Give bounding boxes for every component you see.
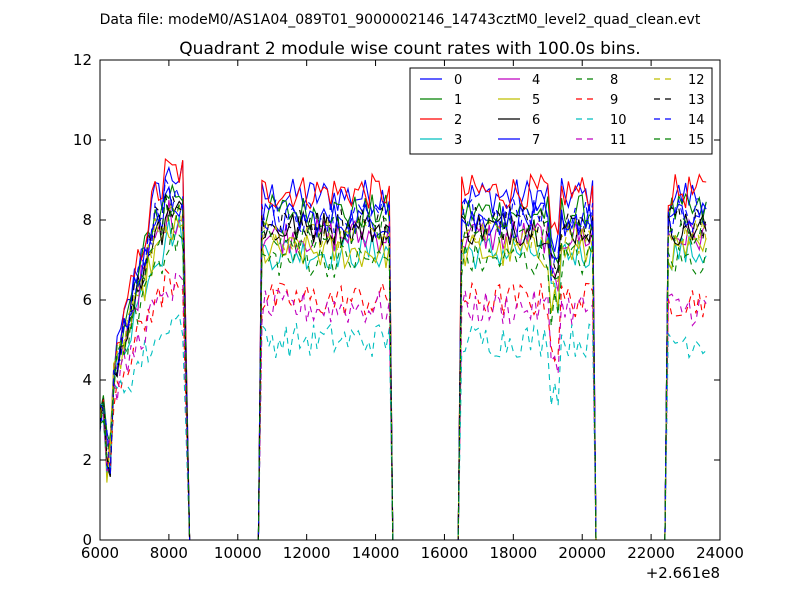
legend-label: 10 bbox=[610, 113, 627, 128]
legend-label: 3 bbox=[454, 133, 462, 148]
series-line-1 bbox=[99, 183, 707, 541]
series-line-9 bbox=[99, 268, 707, 541]
chart-title: Quadrant 2 module wise count rates with … bbox=[179, 39, 640, 59]
legend-label: 11 bbox=[610, 133, 627, 148]
series-line-8 bbox=[99, 222, 707, 541]
series-line-7 bbox=[99, 185, 707, 541]
series-lines bbox=[99, 157, 707, 541]
x-tick-label: 18000 bbox=[489, 544, 537, 562]
legend-box bbox=[409, 67, 713, 155]
legend-label: 8 bbox=[610, 73, 618, 88]
x-tick-label: 20000 bbox=[558, 544, 606, 562]
series-line-3 bbox=[99, 216, 707, 541]
y-tick-label: 0 bbox=[82, 531, 92, 549]
series-line-2 bbox=[99, 157, 707, 541]
x-offset-label: +2.661e8 bbox=[646, 564, 720, 582]
series-line-10 bbox=[99, 313, 707, 541]
y-tick-label: 6 bbox=[82, 291, 92, 309]
series-line-5 bbox=[99, 215, 707, 541]
legend-label: 12 bbox=[688, 73, 705, 88]
x-tick-label: 24000 bbox=[696, 544, 744, 562]
axis-ticks: 6000 8000 10000 12000 14000 16000 18000 20000 22… bbox=[73, 51, 744, 562]
legend-label: 14 bbox=[688, 113, 705, 128]
legend-label: 15 bbox=[688, 133, 705, 148]
y-tick-label: 10 bbox=[73, 131, 92, 149]
legend-label: 4 bbox=[532, 73, 540, 88]
series-line-15 bbox=[99, 197, 707, 541]
y-tick-label: 2 bbox=[82, 451, 92, 469]
x-tick-label: 14000 bbox=[352, 544, 400, 562]
legend-label: 6 bbox=[532, 113, 540, 128]
x-tick-label: 6000 bbox=[81, 544, 119, 562]
series-line-4 bbox=[99, 200, 707, 541]
legend-label: 0 bbox=[454, 73, 462, 88]
series-line-12 bbox=[99, 202, 707, 541]
legend-label: 5 bbox=[532, 93, 540, 108]
series-line-11 bbox=[99, 271, 707, 541]
x-tick-label: 10000 bbox=[214, 544, 262, 562]
series-line-6 bbox=[99, 200, 707, 541]
x-tick-label: 8000 bbox=[150, 544, 188, 562]
legend-label: 2 bbox=[454, 113, 462, 128]
x-tick-label: 12000 bbox=[283, 544, 331, 562]
x-tick-label: 22000 bbox=[627, 544, 675, 562]
figure-suptitle: Data file: modeM0/AS1A04_089T01_90000021… bbox=[100, 12, 701, 28]
legend-label: 9 bbox=[610, 93, 618, 108]
y-tick-label: 8 bbox=[82, 211, 92, 229]
y-tick-label: 4 bbox=[82, 371, 92, 389]
y-tick-label: 12 bbox=[73, 51, 92, 69]
legend-label: 1 bbox=[454, 93, 462, 108]
x-tick-label: 16000 bbox=[421, 544, 469, 562]
series-line-0 bbox=[99, 160, 707, 541]
series-line-13 bbox=[99, 192, 707, 541]
legend-label: 13 bbox=[688, 93, 705, 108]
series-line-14 bbox=[99, 177, 707, 541]
legend-label: 7 bbox=[532, 133, 540, 148]
